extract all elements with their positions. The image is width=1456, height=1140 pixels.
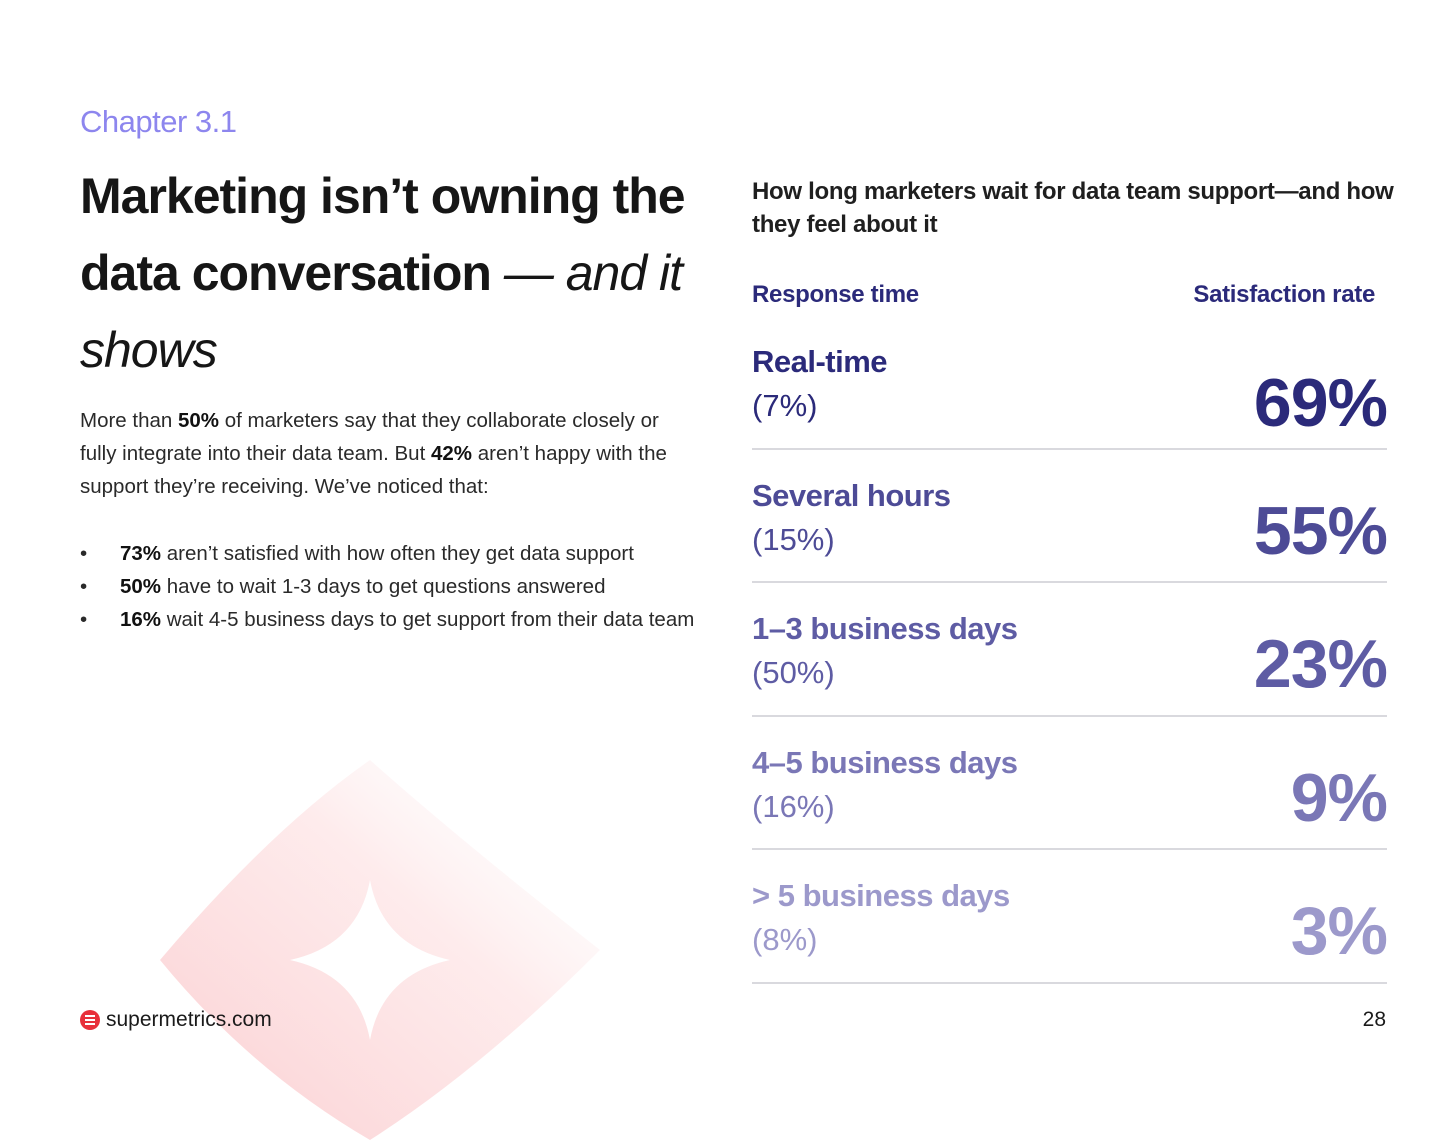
satisfaction-rate: 69% bbox=[1253, 365, 1388, 441]
table-row: > 5 business days (8%) 3% bbox=[752, 850, 1388, 984]
bullet-stat: 73% bbox=[120, 542, 162, 565]
response-time-label: Several hours bbox=[752, 477, 951, 513]
intro-text-1: More than bbox=[80, 409, 178, 432]
bullet-stat: 50% bbox=[120, 575, 162, 598]
response-share: (50%) bbox=[752, 655, 835, 690]
chapter-label: Chapter 3.1 bbox=[80, 104, 237, 139]
list-item: • 16% wait 4-5 business days to get suppo… bbox=[80, 603, 730, 636]
footer-site-link[interactable]: supermetrics.com bbox=[106, 1008, 272, 1031]
response-time-label: Real-time bbox=[752, 344, 888, 379]
title-bold: Marketing isn’t owning the data conversa… bbox=[80, 168, 686, 301]
footer-brand[interactable]: supermetrics.com bbox=[80, 1008, 272, 1032]
response-share: (8%) bbox=[752, 922, 818, 957]
page-number: 28 bbox=[1362, 1008, 1386, 1031]
bullet-text: aren’t satisfied with how often they get… bbox=[161, 542, 634, 565]
bullet-text: wait 4-5 business days to get support fr… bbox=[161, 608, 695, 631]
list-item: • 50% have to wait 1-3 days to get questi… bbox=[80, 570, 730, 603]
intro-paragraph: More than 50% of marketers say that they… bbox=[80, 404, 700, 503]
column-header-response-time: Response time bbox=[752, 281, 919, 308]
bullet-dot: • bbox=[80, 608, 88, 631]
table-row: Several hours (15%) 55% bbox=[752, 450, 1388, 583]
satisfaction-rate: 3% bbox=[1290, 893, 1388, 969]
response-share: (7%) bbox=[752, 388, 818, 423]
bullet-stat: 16% bbox=[120, 608, 162, 631]
response-share: (16%) bbox=[752, 788, 835, 824]
response-time-label: 1–3 business days bbox=[752, 611, 1018, 646]
table-row: 1–3 business days (50%) 23% bbox=[752, 583, 1388, 717]
satisfaction-rate: 55% bbox=[1253, 492, 1388, 569]
intro-stat-2: 42% bbox=[430, 442, 473, 465]
satisfaction-table: Real-time (7%) 69% Several hours (15%) 5… bbox=[752, 316, 1388, 984]
bullet-dot: • bbox=[80, 575, 88, 598]
response-time-label: 4–5 business days bbox=[752, 744, 1018, 780]
column-header-satisfaction-rate: Satisfaction rate bbox=[1193, 281, 1375, 308]
response-time-label: > 5 business days bbox=[752, 878, 1010, 913]
bullet-text: have to wait 1-3 days to get questions a… bbox=[161, 575, 606, 598]
intro-text-2: of marketers say that they collaborate c… bbox=[80, 409, 659, 465]
satisfaction-rate: 23% bbox=[1253, 626, 1388, 702]
satisfaction-rate: 9% bbox=[1290, 759, 1388, 836]
decorative-shape bbox=[160, 760, 600, 1140]
table-row: Real-time (7%) 69% bbox=[752, 316, 1388, 450]
response-share: (15%) bbox=[752, 521, 835, 557]
title-italic: — and it shows bbox=[80, 245, 683, 378]
intro-stat-1: 50% bbox=[178, 409, 220, 432]
list-item: • 73% aren’t satisfied with how often the… bbox=[80, 537, 730, 570]
supermetrics-logo-icon bbox=[80, 1010, 100, 1030]
findings-list: • 73% aren’t satisfied with how often the… bbox=[80, 537, 730, 636]
page-title: Marketing isn’t owning the data conversa… bbox=[80, 158, 730, 389]
intro-text-3: aren’t happy with the support they’re re… bbox=[80, 442, 667, 498]
table-title: How long marketers wait for data team su… bbox=[752, 178, 1394, 238]
bullet-dot: • bbox=[80, 542, 88, 565]
table-row: 4–5 business days (16%) 9% bbox=[752, 717, 1388, 850]
